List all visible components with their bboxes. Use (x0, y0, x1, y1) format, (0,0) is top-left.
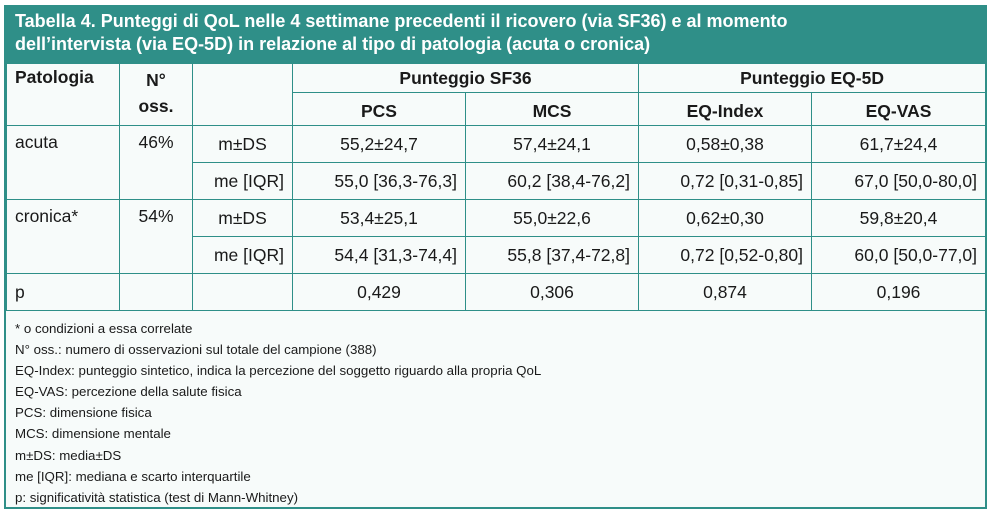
footnote: p: significatività statistica (test di M… (15, 489, 299, 505)
cell-pcs: 55,2±24,7 (292, 125, 466, 163)
row-pct-acuta: 46% (119, 125, 193, 200)
stat-label: me [IQR] (192, 236, 293, 274)
header-patologia: Patologia (6, 63, 120, 126)
cell-eq-index: 0,874 (638, 273, 813, 311)
cell-pcs: 54,4 [31,3-74,4] (292, 236, 466, 274)
stat-label: m±DS (192, 125, 293, 163)
cell-eq-vas: 0,196 (811, 273, 987, 311)
footnote: EQ-Index: punteggio sintetico, indica la… (15, 363, 542, 379)
stat-label: me [IQR] (192, 162, 293, 200)
cell-eq-vas: 67,0 [50,0-80,0] (811, 162, 987, 200)
header-row-2: PCS MCS EQ-Index EQ-VAS (7, 92, 987, 126)
cell-mcs: 55,0±22,6 (464, 199, 640, 237)
header-eq-vas: EQ-VAS (811, 92, 987, 126)
table-row-cronica-iqr: me [IQR] 54,4 [31,3-74,4] 55,8 [37,4-72,… (7, 236, 987, 274)
qol-table: Patologia N° oss. Punteggio SF36 Puntegg… (6, 63, 987, 311)
header-eq5d: Punteggio EQ-5D (638, 63, 987, 93)
header-pcs: PCS (292, 92, 466, 126)
cell-pcs: 53,4±25,1 (292, 199, 466, 237)
footnote: * o condizioni a essa correlate (15, 321, 193, 336)
row-label-cronica: cronica* (6, 199, 120, 274)
title-line-2: dell’intervista (via EQ-5D) in relazione… (15, 34, 651, 54)
cell-eq-vas: 60,0 [50,0-77,0] (811, 236, 987, 274)
footnote: N° oss.: numero di osservazioni sul tota… (15, 342, 377, 358)
table-frame: Tabella 4. Punteggi di QoL nelle 4 setti… (4, 5, 987, 509)
header-eq-index: EQ-Index (638, 92, 813, 126)
cell-eq-index: 0,72 [0,52-0,80] (638, 236, 813, 274)
header-n-oss-line1: N° (146, 70, 166, 90)
header-n-oss: N° oss. (119, 63, 193, 126)
table-footnotes: * o condizioni a essa correlate N° oss.:… (6, 311, 985, 508)
empty-cell (192, 273, 293, 311)
cell-eq-index: 0,62±0,30 (638, 199, 813, 237)
table-title: Tabella 4. Punteggi di QoL nelle 4 setti… (6, 7, 985, 63)
footnote: MCS: dimensione mentale (15, 426, 171, 442)
footnote: m±DS: media±DS (15, 447, 122, 463)
cell-eq-index: 0,72 [0,31-0,85] (638, 162, 813, 200)
cell-mcs: 57,4±24,1 (464, 125, 640, 163)
row-label-acuta: acuta (6, 125, 120, 200)
cell-pcs: 0,429 (292, 273, 466, 311)
table-row-p: p 0,429 0,306 0,874 0,196 (6, 273, 987, 311)
empty-cell (119, 273, 193, 311)
cell-mcs: 55,8 [37,4-72,8] (464, 236, 640, 274)
cell-pcs: 55,0 [36,3-76,3] (292, 162, 466, 200)
header-row-1: Patologia N° oss. Punteggio SF36 Puntegg… (6, 63, 987, 126)
title-line-1: Tabella 4. Punteggi di QoL nelle 4 setti… (15, 11, 788, 31)
table-row-acuta-iqr: me [IQR] 55,0 [36,3-76,3] 60,2 [38,4-76,… (7, 162, 987, 200)
stat-label: m±DS (192, 199, 293, 237)
row-pct-cronica: 54% (119, 199, 193, 274)
cell-eq-vas: 59,8±20,4 (811, 199, 987, 237)
header-n-oss-line2: oss. (138, 96, 174, 116)
footnote: PCS: dimensione fisica (15, 405, 152, 421)
footnote: me [IQR]: mediana e scarto interquartile (15, 468, 251, 484)
table-row-acuta-mds: acuta 46% m±DS 55,2±24,7 57,4±24,1 0,58±… (6, 125, 987, 200)
header-empty (192, 63, 293, 126)
header-mcs: MCS (464, 92, 640, 126)
footnote: EQ-VAS: percezione della salute fisica (15, 384, 242, 400)
table-row-cronica-mds: cronica* 54% m±DS 53,4±25,1 55,0±22,6 0,… (6, 199, 987, 274)
row-label-p: p (6, 273, 120, 311)
cell-mcs: 60,2 [38,4-76,2] (464, 162, 640, 200)
header-sf36: Punteggio SF36 (291, 63, 640, 93)
cell-eq-index: 0,58±0,38 (638, 125, 813, 163)
cell-mcs: 0,306 (464, 273, 640, 311)
cell-eq-vas: 61,7±24,4 (811, 125, 987, 163)
